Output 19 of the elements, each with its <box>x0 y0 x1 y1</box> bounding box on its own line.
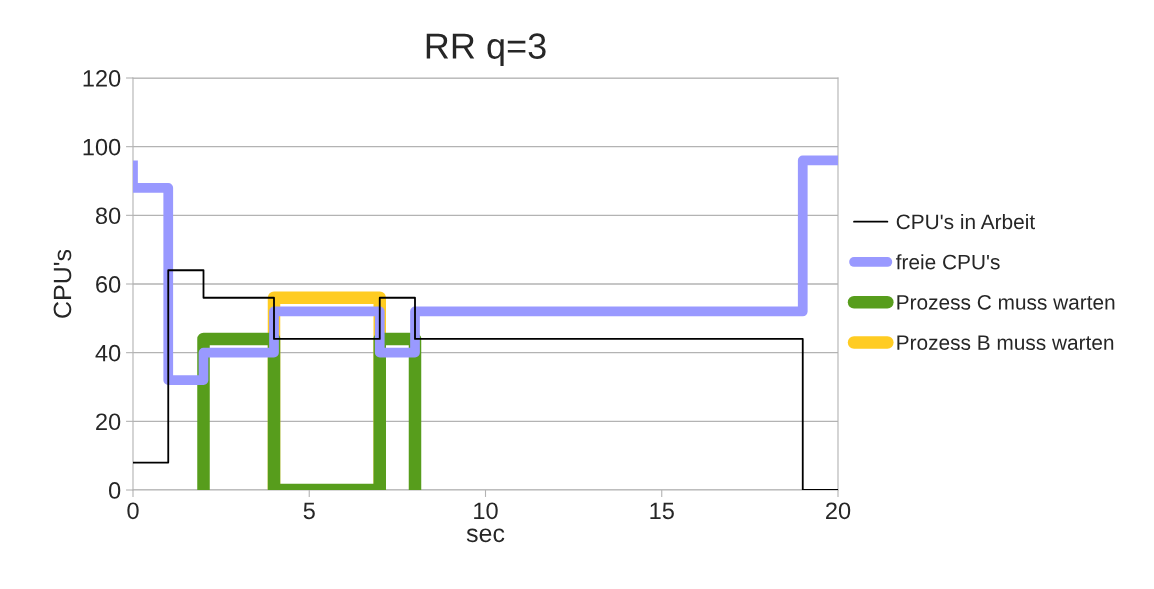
x-tick-label: 10 <box>474 502 498 520</box>
y-tick-label: 100 <box>83 138 121 156</box>
legend-label: freie CPU's <box>895 254 1000 270</box>
y-tick-label: 0 <box>108 482 121 499</box>
y-tick-label: 80 <box>95 207 121 225</box>
x-tick-label: 5 <box>303 502 315 520</box>
chart-title: RR q=3 <box>426 33 546 67</box>
x-axis-title: sec <box>466 528 505 543</box>
legend-label: CPU's in Arbeit <box>896 213 1035 230</box>
y-tick-label: 40 <box>95 344 121 362</box>
x-tick-label: 15 <box>650 502 674 520</box>
y-tick-label: 60 <box>96 276 121 293</box>
legend-label: Prozess C muss warten <box>897 294 1115 310</box>
y-axis-title: CPU's <box>53 249 72 318</box>
x-tick-label: 0 <box>127 502 139 520</box>
y-tick-label: 120 <box>83 70 121 87</box>
y-tick-label: 20 <box>96 413 121 431</box>
legend-label: Prozess B muss warten <box>897 335 1114 350</box>
x-tick-label: 20 <box>826 502 851 520</box>
